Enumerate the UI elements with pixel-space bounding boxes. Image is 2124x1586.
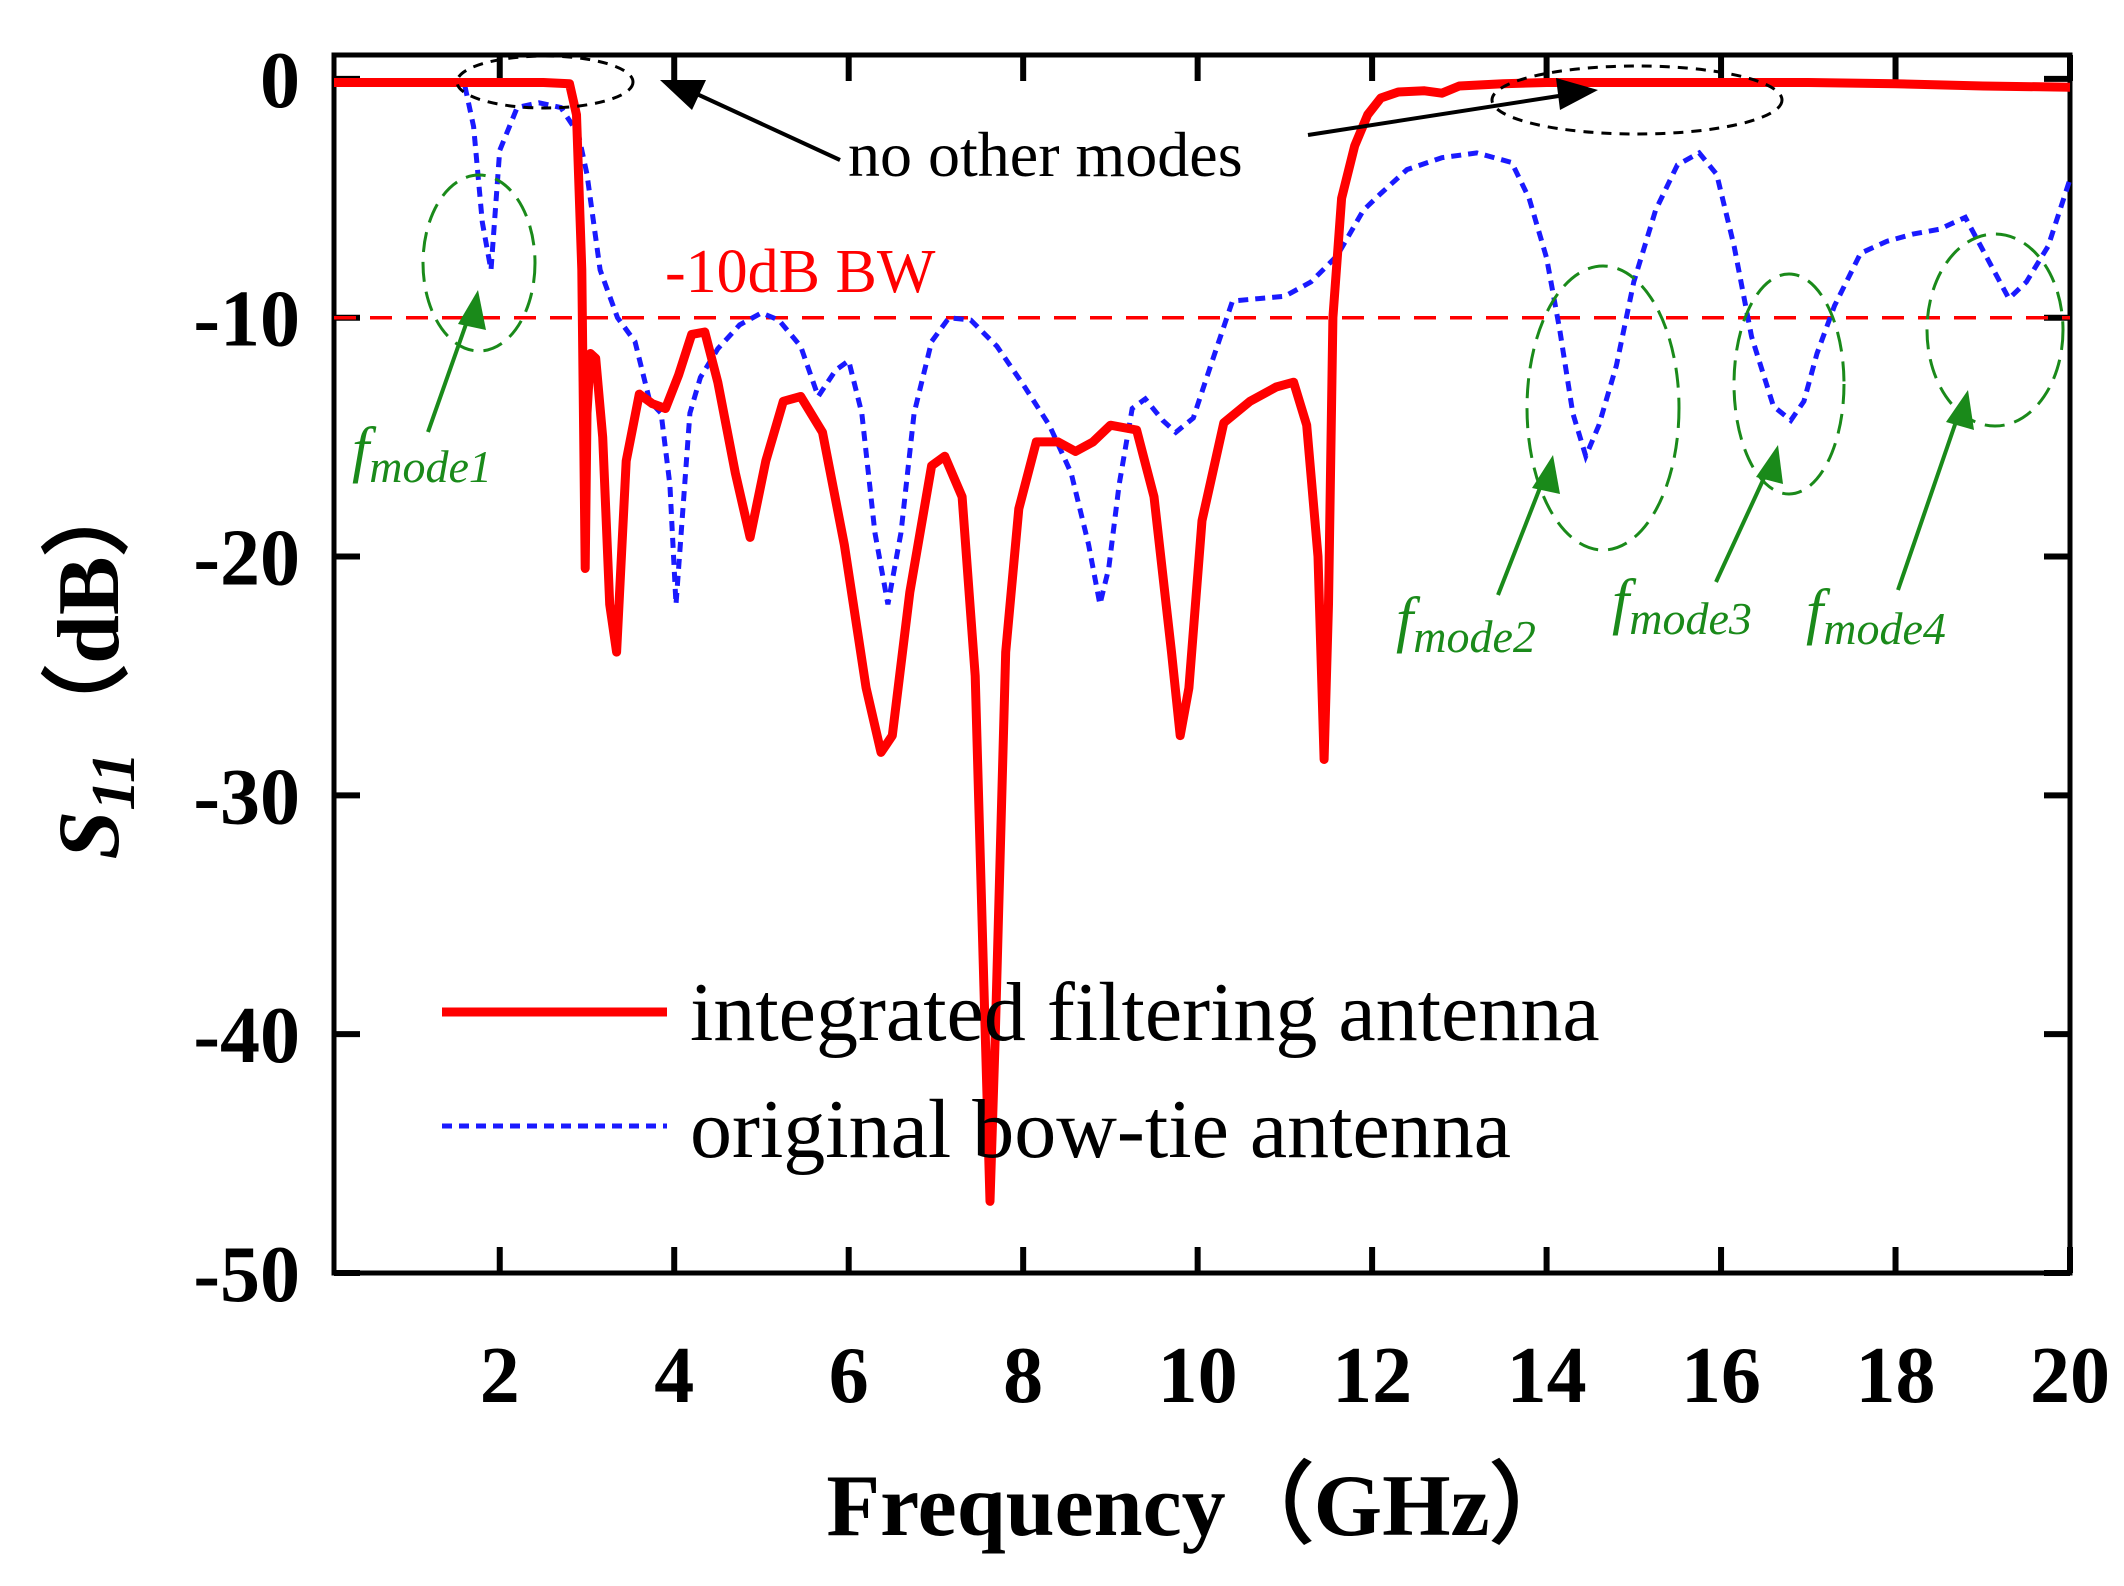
- legend: integrated filtering antenna original bo…: [442, 966, 1600, 1176]
- y-axis-title-unit: （dB）: [41, 468, 138, 752]
- mode2-label: fmode2: [1396, 586, 1536, 662]
- mode-annotations: fmode1 fmode2 fmode3 fmode4: [352, 173, 2065, 662]
- y-tick-label: -40: [193, 992, 300, 1080]
- x-tick-label: 8: [1003, 1332, 1043, 1420]
- mode4-ellipse: [1925, 232, 2065, 428]
- x-tick-label: 16: [1681, 1332, 1761, 1420]
- mode3-arrow-line: [1714, 464, 1772, 583]
- y-tick-label: 0: [260, 37, 300, 125]
- y-ticks: 0 -10 -20 -30 -40 -50: [193, 37, 2070, 1319]
- mode4-arrowhead-icon: [1946, 390, 1974, 430]
- mode2-arrowhead-icon: [1532, 455, 1560, 494]
- arrow-line-left: [685, 87, 841, 162]
- y-axis-title-sub: 11: [80, 752, 148, 811]
- mode1-ellipse: [421, 173, 537, 353]
- plot-frame: [331, 52, 2073, 1276]
- mode3-label: fmode3: [1612, 568, 1752, 644]
- mode3-ellipse: [1732, 272, 1846, 496]
- x-tick-label: 18: [1856, 1332, 1936, 1420]
- x-tick-label: 2: [480, 1332, 520, 1420]
- x-tick-label: 20: [2030, 1332, 2110, 1420]
- x-ticks: 2 4 6 8 10 12 14 16 18 20: [480, 55, 2110, 1420]
- no-other-modes-label: no other modes: [848, 119, 1243, 190]
- mode4-label: fmode4: [1806, 578, 1946, 654]
- y-axis-title: S11（dB）: [41, 468, 148, 859]
- mode3-arrowhead-icon: [1756, 445, 1783, 484]
- svg-text:S11（dB）: S11（dB）: [41, 468, 148, 859]
- arrowhead-right-icon: [1556, 78, 1598, 110]
- legend-label-bowtie: original bow-tie antenna: [690, 1083, 1511, 1176]
- x-tick-label: 12: [1332, 1332, 1412, 1420]
- x-tick-label: 14: [1507, 1332, 1587, 1420]
- no-modes-ellipse-left: [455, 54, 635, 110]
- mode1-label: fmode1: [352, 416, 492, 492]
- x-axis-title: Frequency（GHz）: [826, 1458, 1577, 1555]
- arrow-line-right: [1307, 93, 1566, 137]
- y-tick-label: -20: [193, 515, 300, 603]
- legend-label-filtering: integrated filtering antenna: [690, 966, 1600, 1059]
- series-line-integrated-filtering: [334, 78, 2071, 1206]
- mode2-ellipse: [1525, 264, 1681, 552]
- y-tick-label: -50: [193, 1231, 300, 1319]
- y-tick-label: -10: [193, 276, 300, 364]
- no-other-modes-annotation: no other modes: [455, 54, 1784, 190]
- x-tick-label: 4: [654, 1332, 694, 1420]
- mode4-arrow-line: [1896, 409, 1962, 591]
- x-tick-label: 6: [829, 1332, 869, 1420]
- x-tick-label: 10: [1158, 1332, 1238, 1420]
- y-tick-label: -30: [193, 753, 300, 841]
- mode1-arrowhead-icon: [458, 290, 486, 330]
- y-axis-title-main: S: [41, 811, 138, 860]
- no-modes-ellipse-right: [1490, 64, 1784, 136]
- mode1-arrow-line: [426, 309, 473, 433]
- mode2-arrow-line: [1496, 474, 1547, 596]
- reference-line-label: -10dB BW: [665, 238, 936, 306]
- arrowhead-left-icon: [660, 80, 706, 110]
- series-line-original-bow-tie: [462, 85, 2073, 605]
